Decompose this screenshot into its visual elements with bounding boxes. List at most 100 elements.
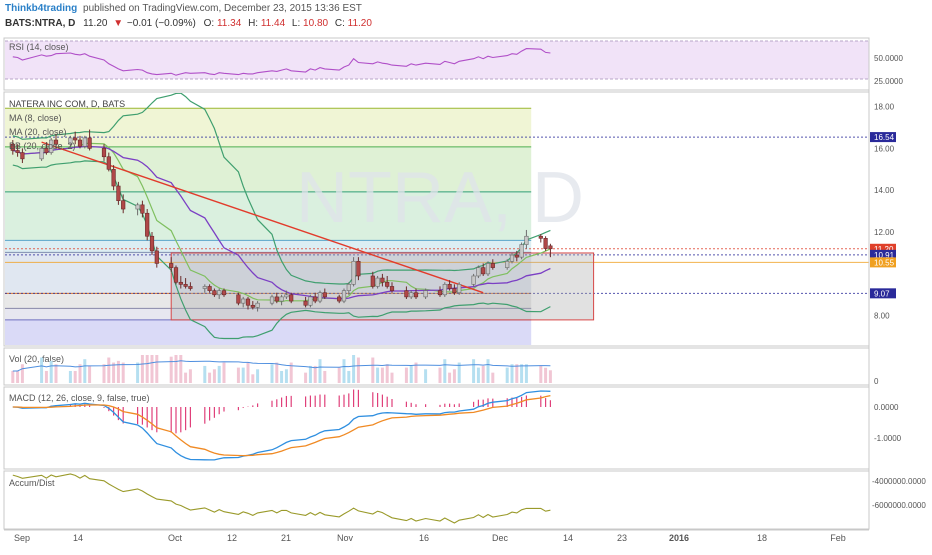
time-axis[interactable]: Sep 14 Oct 12 21 Nov 16 Dec 14 23 2016 18 Feb [4, 529, 869, 543]
candle-body [437, 290, 443, 296]
volume-bar [241, 367, 245, 383]
price-marker-badge-bg [870, 257, 896, 268]
macd-tick-label: -1.0000 [874, 434, 902, 443]
volume-bar [308, 365, 312, 383]
rsi-pane[interactable]: RSI (14, close) [3, 37, 870, 91]
volume-pane[interactable]: Vol (20, false) [3, 347, 870, 386]
volume-bar [208, 372, 212, 383]
candle-body [375, 277, 380, 287]
price-layer [5, 93, 869, 345]
volume-bar [414, 362, 418, 383]
candle-body [212, 290, 217, 296]
candle-body [442, 284, 447, 296]
candle-body [409, 292, 414, 298]
volume-bar [140, 355, 144, 383]
volume-bar [491, 372, 495, 383]
volume-bar [385, 364, 389, 383]
price-marker-label: 10.91 [874, 251, 895, 260]
candle-body [279, 296, 284, 302]
volume-bar [217, 365, 221, 383]
volume-bar [150, 355, 154, 383]
time-tick-label: Sep [14, 533, 30, 543]
open-label: O: [204, 18, 215, 29]
candle-body [217, 290, 222, 296]
candle-body [77, 139, 83, 147]
candle-body [44, 148, 49, 153]
candle-body [404, 290, 409, 298]
symbol-label: BATS:NTRA, D [5, 18, 75, 29]
volume-bar [275, 362, 279, 383]
close-value: 11.20 [348, 18, 373, 29]
candle-body [471, 275, 476, 285]
volume-bar [457, 362, 461, 383]
price-marker-badge: 10.91 [870, 249, 896, 260]
candle-body [250, 304, 255, 308]
high-label: H: [248, 18, 258, 29]
volume-bar [83, 359, 87, 383]
candle-body [490, 263, 495, 268]
fib-band [5, 108, 532, 147]
candle-body [481, 267, 486, 275]
volume-bar [88, 365, 92, 383]
price-marker-label: 9.07 [874, 289, 890, 298]
candle-body [221, 290, 227, 296]
bb-legend: BB (20, close, 2) [9, 141, 76, 151]
volume-bar [347, 370, 351, 383]
open-value: 11.34 [217, 18, 242, 29]
volume-bar [356, 357, 360, 383]
time-tick-label: Dec [492, 533, 509, 543]
volume-bar [136, 362, 140, 383]
candle-body [346, 284, 351, 291]
macd-layer [12, 389, 552, 461]
candle-body [183, 284, 188, 287]
volume-bar [246, 362, 250, 383]
candle-body [413, 292, 419, 298]
high-value: 11.44 [261, 18, 286, 29]
candle-body [505, 261, 510, 268]
volume-bar [510, 364, 514, 383]
candle-body [207, 286, 212, 291]
volume-bar [222, 362, 226, 383]
volume-bar [380, 367, 384, 383]
price-axis[interactable]: 18.00 16.00 14.00 12.00 8.00 50.0000 25.0000 0 0… [868, 38, 926, 529]
candle-body [289, 294, 294, 302]
ma8-legend: MA (8, close) [9, 113, 62, 123]
volume-legend: Vol (20, false) [9, 354, 64, 364]
price-pane[interactable]: NATERA INC COM, D, BATS MA (8, close) MA… [3, 91, 870, 347]
time-tick-label: 23 [617, 533, 627, 543]
close-label: C: [335, 18, 345, 29]
volume-tick-label: 0 [874, 377, 879, 386]
candle-body [308, 296, 313, 306]
volume-bar [544, 367, 548, 383]
price-marker-label: 10.55 [874, 258, 895, 267]
candle-body [524, 235, 529, 245]
price-marker-badge-bg [870, 132, 896, 143]
candle-body [485, 263, 491, 275]
volume-bar [256, 369, 260, 383]
macd-line [12, 390, 551, 461]
last-price: 11.20 [83, 18, 108, 29]
fib-band [5, 146, 532, 192]
volume-bar [188, 369, 192, 383]
symbol-watermark: NTRA, D [296, 158, 584, 238]
volume-bar [304, 372, 308, 383]
time-tick-label: Oct [168, 533, 183, 543]
time-tick-label: 14 [73, 533, 83, 543]
candle-body [509, 254, 515, 262]
fib-band [5, 319, 532, 345]
candle-body [457, 284, 462, 294]
price-tick-label: 14.00 [874, 186, 895, 195]
candle-body [145, 212, 150, 237]
volume-bar [107, 357, 111, 383]
volume-bar [548, 370, 552, 383]
candle-body [20, 152, 25, 160]
volume-bar [337, 367, 341, 383]
candle-body [241, 298, 246, 304]
volume-bar [472, 359, 476, 383]
volume-bar [481, 365, 485, 383]
author-name[interactable]: Thinkb4trading [5, 3, 77, 14]
candle-body [385, 281, 390, 287]
macd-legend: MACD (12, 26, close, 9, false, true) [9, 393, 150, 403]
volume-bar [236, 367, 240, 383]
candle-body [452, 288, 457, 294]
